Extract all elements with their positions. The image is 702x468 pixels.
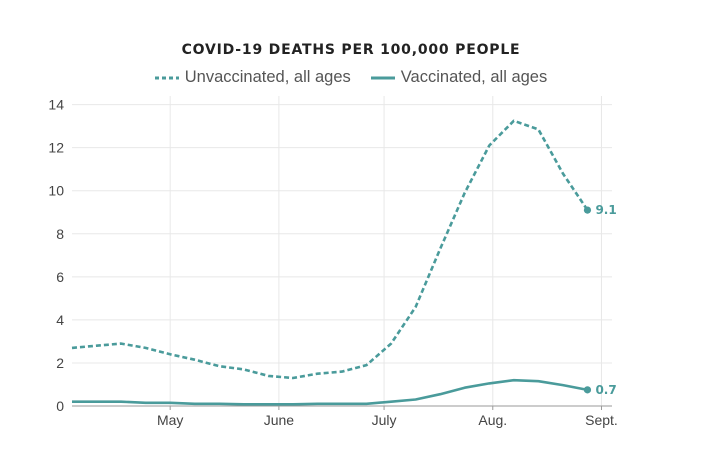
legend-item-vaccinated: Vaccinated, all ages — [370, 68, 548, 87]
legend-label-vaccinated: Vaccinated, all ages — [400, 68, 548, 86]
chart-title: COVID-19 DEATHS PER 100,000 PEOPLE — [181, 42, 521, 58]
legend-label-unvaccinated: Unvaccinated, all ages — [184, 68, 351, 86]
legend-swatch-solid — [370, 76, 395, 79]
y-tick-label: 4 — [56, 312, 64, 328]
y-tick-label: 8 — [56, 226, 64, 242]
legend: Unvaccinated, all ages Vaccinated, all a… — [0, 68, 702, 87]
x-tick-label: Sept. — [585, 412, 618, 428]
y-tick-label: 2 — [56, 355, 64, 371]
x-tick-label: May — [157, 412, 183, 428]
x-tick-label: Aug. — [478, 412, 507, 428]
legend-swatch-dashed — [154, 76, 179, 79]
x-tick-label: June — [264, 412, 295, 428]
legend-item-unvaccinated: Unvaccinated, all ages — [154, 68, 351, 87]
end-point-vaccinated — [583, 386, 592, 394]
y-tick-label: 6 — [56, 269, 64, 285]
end-label-unvaccinated: 9.1 — [595, 203, 616, 217]
y-tick-label: 0 — [56, 398, 64, 414]
y-tick-label: 12 — [48, 140, 64, 156]
end-label-vaccinated: 0.7 — [595, 383, 616, 397]
end-point-unvaccinated — [583, 206, 592, 214]
series-line-unvaccinated — [71, 119, 589, 380]
y-tick-label: 14 — [48, 97, 64, 113]
y-tick-label: 10 — [48, 183, 64, 199]
x-tick-label: July — [372, 412, 397, 428]
series-line-vaccinated — [72, 378, 588, 406]
